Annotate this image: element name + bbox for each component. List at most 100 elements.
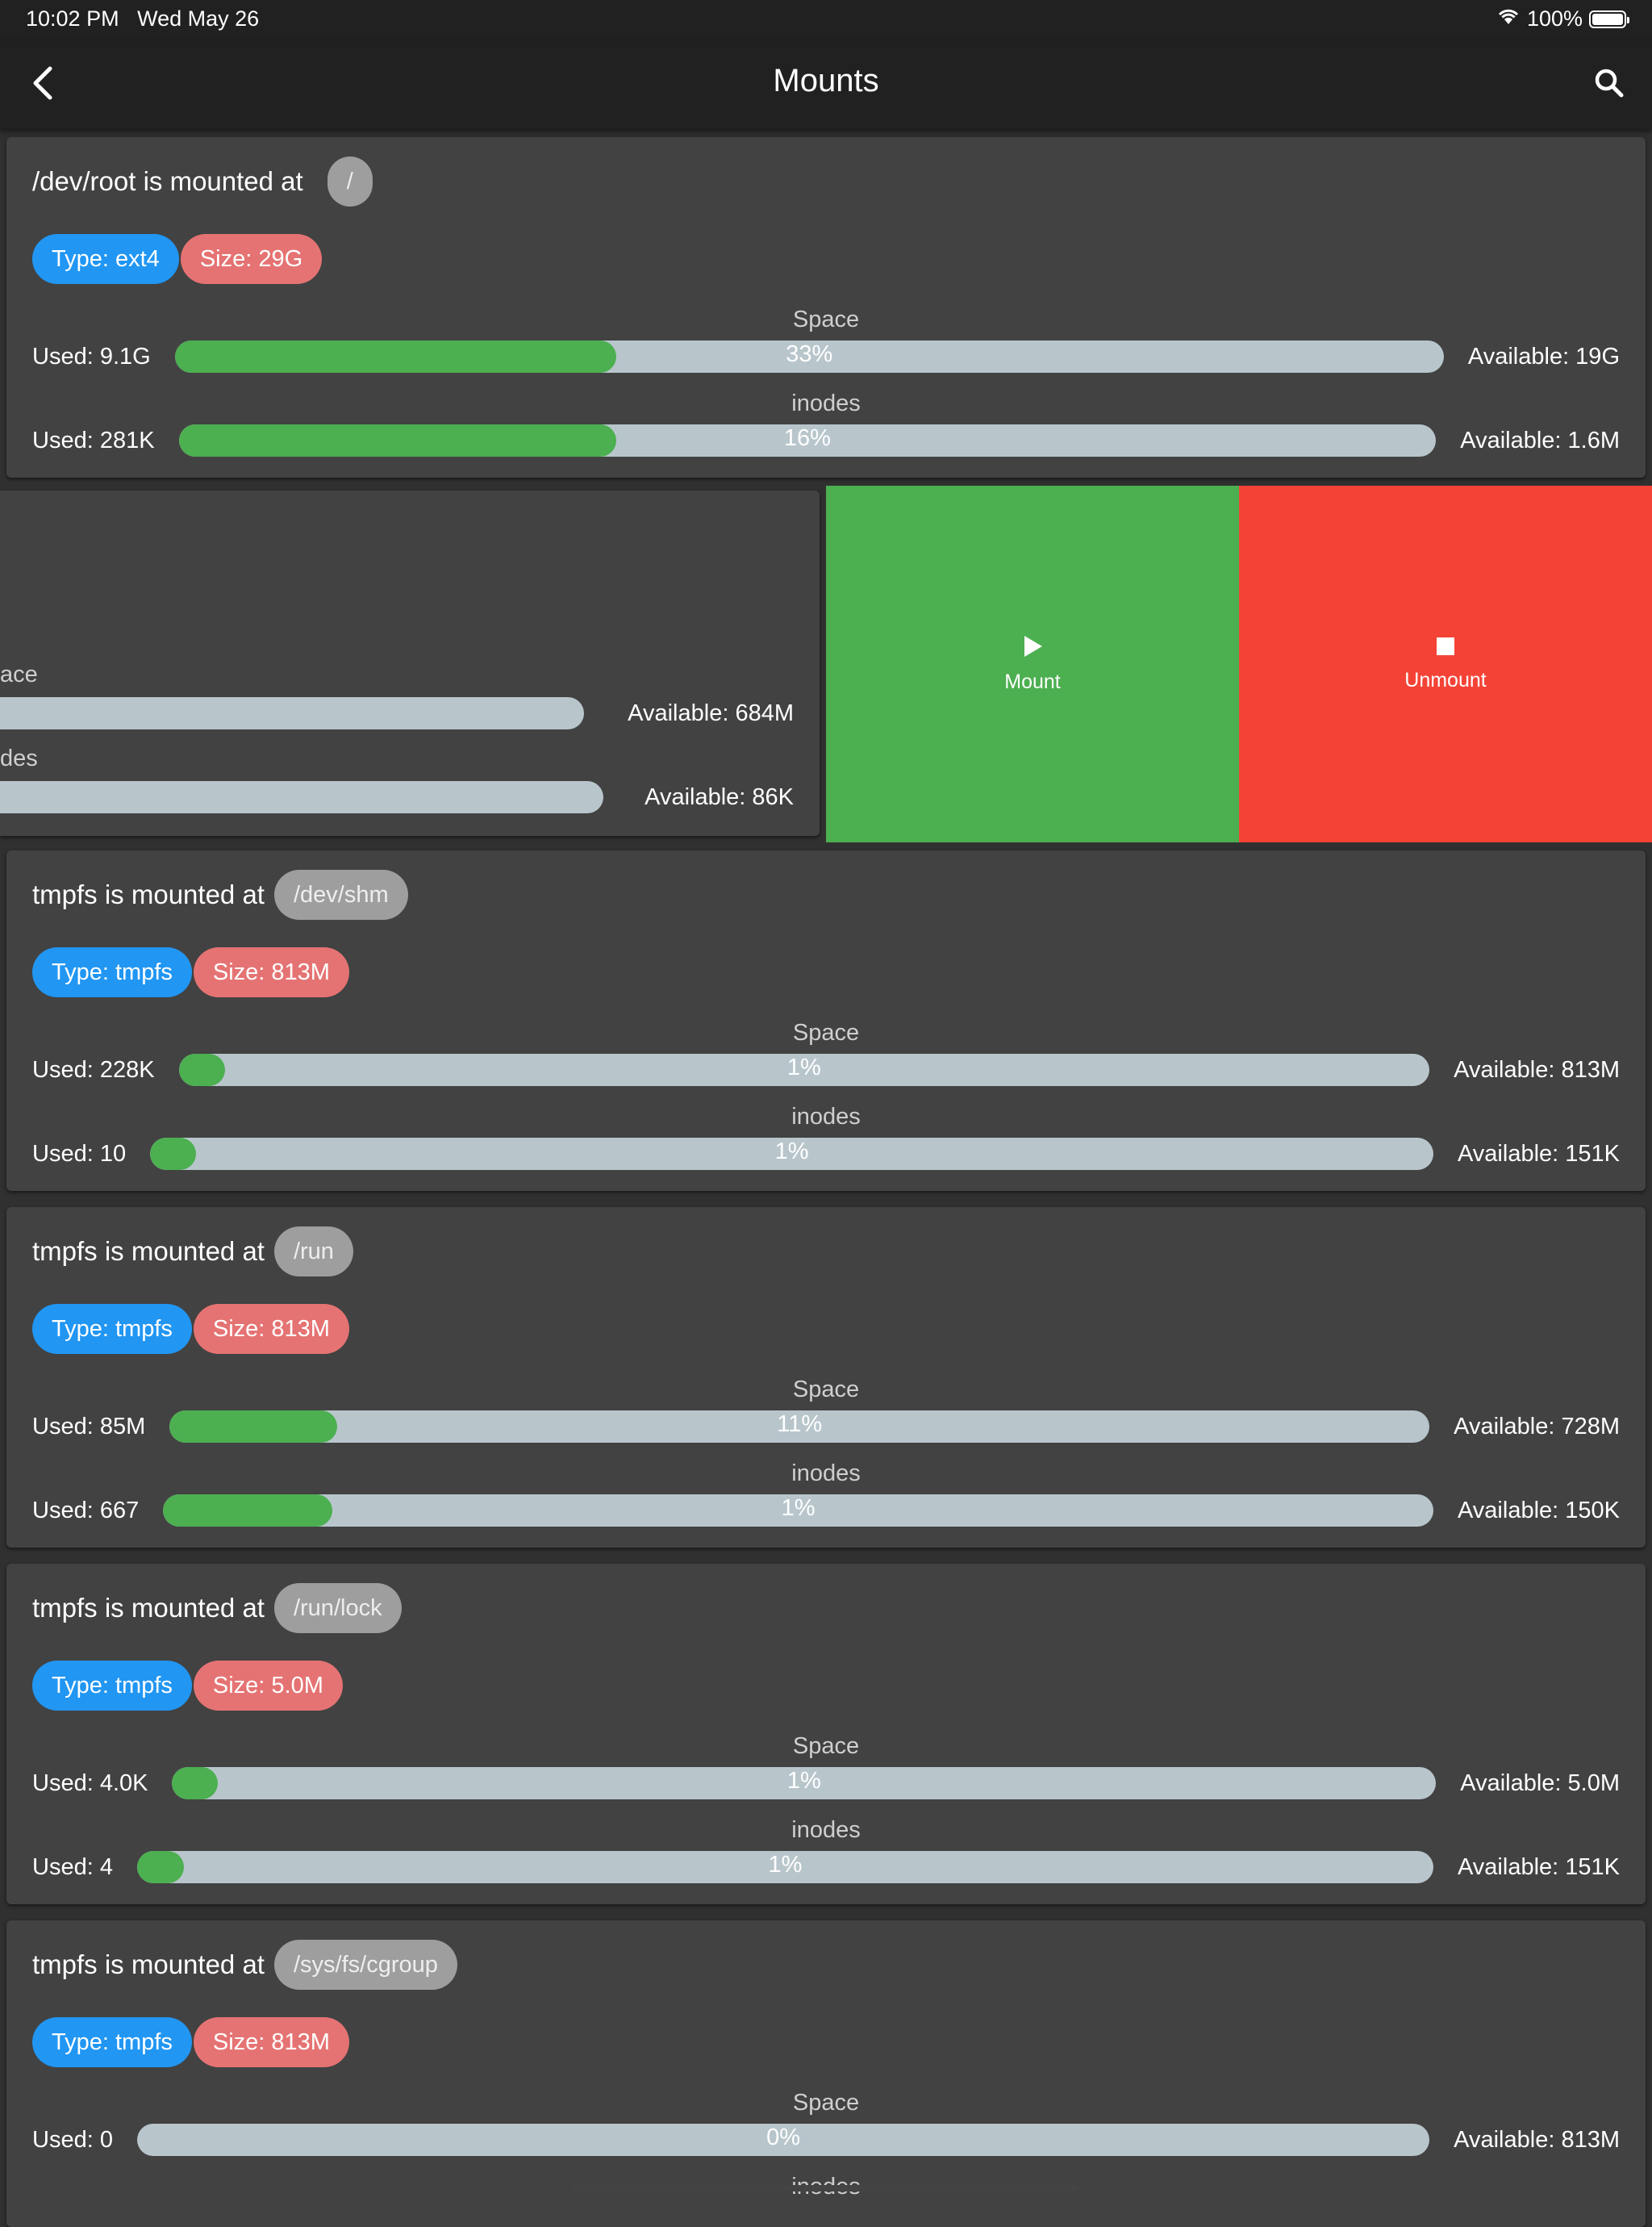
mount-header: tmpfs is mounted at /sys/fs/cgroup: [32, 1940, 457, 1990]
type-chip: Type: tmpfs: [32, 1661, 192, 1711]
battery-percent: 100%: [1526, 6, 1583, 31]
size-chip: Size: 5.0M: [193, 1661, 343, 1711]
type-chip: Type: tmpfs: [32, 1304, 192, 1354]
mount-chips: Type: tmpfs Size: 5.0M: [32, 1661, 343, 1711]
mount-action-label: Mount: [1004, 671, 1061, 693]
inodes-percent: 1%: [781, 1495, 816, 1521]
inodes-used: Used: 281K: [32, 427, 155, 453]
space-progress-bar: 1%: [172, 1767, 1437, 1799]
inodes-row: Used: 4 1% Available: 151K: [32, 1849, 1620, 1885]
space-label: Space: [792, 1733, 860, 1759]
mount-path-chip: /run/lock: [273, 1583, 402, 1633]
status-bar: 10:02 PM Wed May 26 100%: [0, 0, 1652, 40]
mount-device: /dev/root is mounted at: [32, 166, 303, 196]
space-row: Used: 228K 1% Available: 813M: [32, 1052, 1620, 1088]
inodes-progress-bar: 16%: [178, 424, 1437, 457]
space-used: Used: 4.0K: [32, 1769, 148, 1796]
page-title: Mounts: [773, 63, 879, 98]
size-chip: Size: 813M: [193, 1304, 349, 1354]
mount-header: tmpfs is mounted at /run/lock: [32, 1583, 402, 1633]
space-row: Used: 0 0% Available: 813M: [32, 2122, 1620, 2158]
space-available: Available: 813M: [1454, 2126, 1620, 2153]
inodes-used: Used: 10: [32, 1140, 127, 1167]
space-percent: 33%: [786, 341, 833, 367]
space-used: Used: 228K: [32, 1056, 155, 1083]
inodes-progress-bar: [0, 781, 603, 813]
status-date: Wed May 26: [137, 6, 260, 31]
mount-header: /dev/root is mounted at /: [32, 157, 373, 207]
mount-device: tmpfs is mounted at: [32, 1236, 265, 1266]
space-available: Available: 5.0M: [1460, 1769, 1620, 1796]
inodes-used: Used: 667: [32, 1497, 140, 1523]
mount-card[interactable]: tmpfs is mounted at /run Type: tmpfs Siz…: [6, 1207, 1646, 1548]
swiped-mount-card[interactable]: ace Available: 684M des Available: 86K: [0, 491, 820, 836]
space-percent: 0%: [766, 2125, 801, 2150]
space-available: Available: 728M: [1454, 1413, 1620, 1439]
inodes-label: inodes: [791, 1104, 861, 1130]
type-chip: Type: ext4: [32, 234, 179, 284]
space-percent: 11%: [777, 1411, 823, 1437]
play-icon: [1021, 634, 1044, 662]
inodes-available: Available: 1.6M: [1460, 427, 1620, 453]
chevron-left-icon: [31, 65, 55, 105]
inodes-row: Used: 10 1% Available: 151K: [32, 1136, 1620, 1172]
size-chip: Size: 813M: [193, 947, 349, 997]
mount-chips: Type: tmpfs Size: 813M: [32, 1304, 349, 1354]
app-bar: Mounts: [0, 40, 1652, 129]
space-progress-fill: [178, 1054, 225, 1086]
inodes-available: Available: 151K: [1457, 1140, 1620, 1167]
space-progress-fill: [169, 1410, 337, 1443]
space-available: Available: 19G: [1467, 343, 1620, 370]
space-used: Used: 9.1G: [32, 343, 151, 370]
size-chip: Size: 813M: [193, 2017, 349, 2067]
space-progress-bar: 0%: [136, 2124, 1430, 2156]
inodes-progress-fill: [178, 424, 616, 457]
inodes-row: Used: 667 1% Available: 150K: [32, 1493, 1620, 1528]
mount-card[interactable]: tmpfs is mounted at /sys/fs/cgroup Type:…: [6, 1920, 1646, 2227]
status-time-date: 10:02 PM Wed May 26: [26, 6, 259, 31]
space-used: Used: 0: [32, 2126, 113, 2153]
inodes-used: Used: 4: [32, 1853, 113, 1880]
inodes-progress-fill: [136, 1851, 184, 1883]
mount-device: tmpfs is mounted at: [32, 1593, 265, 1623]
search-button[interactable]: [1584, 60, 1634, 110]
mount-device: tmpfs is mounted at: [32, 1949, 265, 1979]
mount-action-button[interactable]: Mount: [826, 486, 1239, 842]
space-available: Available: 813M: [1454, 1056, 1620, 1083]
inodes-label: inodes: [791, 391, 861, 416]
search-icon: [1593, 67, 1625, 103]
mount-path-chip: /sys/fs/cgroup: [273, 1940, 457, 1990]
inodes-row: Used: 281K 16% Available: 1.6M: [32, 423, 1620, 458]
space-percent: 1%: [786, 1768, 821, 1794]
unmount-action-button[interactable]: Unmount: [1239, 486, 1652, 842]
mount-card[interactable]: /dev/root is mounted at / Type: ext4 Siz…: [6, 137, 1646, 478]
wifi-icon: [1496, 6, 1521, 31]
inodes-label: des: [0, 746, 38, 771]
space-row: Used: 9.1G 33% Available: 19G: [32, 339, 1620, 374]
inodes-available: Available: 150K: [1457, 1497, 1620, 1523]
home-indicator[interactable]: [573, 2185, 1079, 2191]
space-label: Space: [792, 1377, 860, 1402]
inodes-progress-bar: 1%: [150, 1138, 1433, 1170]
battery-icon: [1589, 10, 1629, 28]
back-button[interactable]: [18, 60, 68, 110]
mount-card[interactable]: tmpfs is mounted at /run/lock Type: tmpf…: [6, 1564, 1646, 1904]
inodes-available: Available: 86K: [645, 784, 794, 810]
space-used: Used: 85M: [32, 1413, 146, 1439]
space-label: Space: [792, 2090, 860, 2116]
mount-card[interactable]: tmpfs is mounted at /dev/shm Type: tmpfs…: [6, 850, 1646, 1191]
mount-header: tmpfs is mounted at /run: [32, 1226, 353, 1276]
mount-path-chip: /run: [273, 1226, 353, 1276]
unmount-action-label: Unmount: [1404, 669, 1487, 691]
space-percent: 1%: [786, 1055, 821, 1080]
mount-header: tmpfs is mounted at /dev/shm: [32, 870, 408, 920]
inodes-percent: 16%: [783, 425, 831, 451]
mount-path-chip: /: [327, 157, 373, 207]
status-right: 100%: [1496, 6, 1629, 31]
inodes-progress-fill: [163, 1494, 332, 1527]
mount-device: tmpfs is mounted at: [32, 880, 265, 909]
inodes-percent: 1%: [768, 1852, 803, 1878]
inodes-label: inodes: [791, 1460, 861, 1486]
mount-chips: Type: tmpfs Size: 813M: [32, 2017, 349, 2067]
space-label: Space: [792, 1020, 860, 1046]
